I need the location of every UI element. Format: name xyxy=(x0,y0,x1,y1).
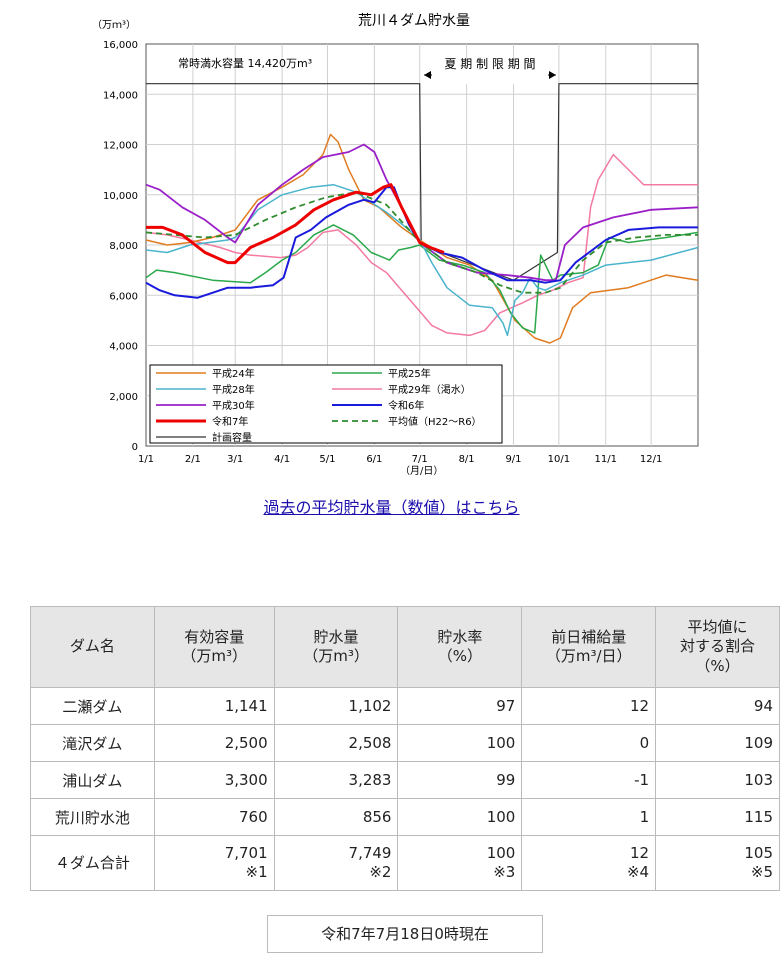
series-line-4 xyxy=(145,143,699,282)
table-total-row: ４ダム合計 7,701 ※1 7,749 ※2 100 ※3 12 ※4 105 ※5 xyxy=(30,835,780,891)
header-average-ratio: 平均値に 対する割合 （%） xyxy=(655,606,780,688)
x-tick-label: 2/1 xyxy=(185,454,201,465)
average-storage-link[interactable]: 過去の平均貯水量（数値）はこちら xyxy=(263,498,520,517)
legend-label: 平成25年 xyxy=(388,367,431,380)
x-tick-label: 3/1 xyxy=(227,454,243,465)
capacity-annotation: 常時満水容量 14,420万m³ xyxy=(178,56,312,70)
table-row: 二瀬ダム 1,141 1,102 97 12 94 xyxy=(30,687,780,725)
y-tick-label: 2,000 xyxy=(109,392,138,403)
x-axis-label: （月/日） xyxy=(400,465,443,477)
series-line-6 xyxy=(146,183,445,265)
dam-name: 荒川貯水池 xyxy=(30,798,155,836)
y-tick-label: 12,000 xyxy=(103,141,138,152)
dam-storage-table: ダム名 有効容量 （万m³） 貯水量 （万m³） 貯水率 （%） 前日補給量 （万m³/… xyxy=(30,606,780,891)
storage-rate: 100 xyxy=(397,724,523,762)
x-tick-label: 8/1 xyxy=(459,454,475,465)
supply: 12 xyxy=(521,687,657,725)
storage-rate: 99 xyxy=(397,761,523,799)
series-line-1 xyxy=(145,224,699,334)
series-line-3 xyxy=(145,153,698,337)
y-tick-label: 16,000 xyxy=(103,40,138,51)
legend-label: 平成30年 xyxy=(212,399,255,412)
supply: 0 xyxy=(521,724,657,762)
y-tick-label: 6,000 xyxy=(109,291,138,302)
total-storage-rate: 100 ※3 xyxy=(397,835,523,891)
effective-capacity: 1,141 xyxy=(153,687,275,725)
table-row: 荒川貯水池 760 856 100 1 115 xyxy=(30,798,780,836)
legend-label: 平均値（H22～R6） xyxy=(388,415,482,428)
supply: -1 xyxy=(521,761,657,799)
y-tick-label: 0 xyxy=(132,442,138,453)
legend-label: 平成24年 xyxy=(212,367,255,380)
legend-label: 平成29年（渇水） xyxy=(388,383,471,396)
header-supply: 前日補給量 （万m³/日） xyxy=(521,606,657,688)
series-lines xyxy=(145,83,699,344)
series-line-0 xyxy=(145,133,699,344)
average-ratio: 115 xyxy=(655,798,780,836)
storage-rate: 100 xyxy=(397,798,523,836)
header-effective-capacity: 有効容量 （万m³） xyxy=(153,606,275,688)
series-line-7 xyxy=(145,191,698,294)
table-header-row: ダム名 有効容量 （万m³） 貯水量 （万m³） 貯水率 （%） 前日補給量 （万m³/… xyxy=(30,606,780,688)
effective-capacity: 760 xyxy=(153,798,275,836)
header-storage: 貯水量 （万m³） xyxy=(273,606,399,688)
storage-rate: 97 xyxy=(397,687,523,725)
storage-chart: 0 2,000 4,000 6,000 8,000 10,000 12,000 14,000 1… xyxy=(92,13,699,477)
supply: 1 xyxy=(521,798,657,836)
x-tick-label: 1/1 xyxy=(138,454,154,465)
x-tick-labels: 1/1 2/1 3/1 4/1 5/1 6/1 7/1 8/1 9/1 10/1 11/1 12/1 xyxy=(138,454,662,465)
series-line-5 xyxy=(145,186,698,299)
x-tick-label: 10/1 xyxy=(548,454,570,465)
average-ratio: 94 xyxy=(655,687,780,725)
dam-name: 滝沢ダム xyxy=(30,724,155,762)
storage: 3,283 xyxy=(273,761,399,799)
x-tick-label: 5/1 xyxy=(319,454,335,465)
legend-label: 令和6年 xyxy=(388,399,424,412)
effective-capacity: 3,300 xyxy=(153,761,275,799)
header-storage-rate: 貯水率 （%） xyxy=(397,606,523,688)
summer-annotation: 夏 期 制 限 期 間 xyxy=(444,57,535,71)
total-average-ratio: 105 ※5 xyxy=(655,835,780,891)
gridlines xyxy=(146,44,698,446)
storage: 1,102 xyxy=(273,687,399,725)
total-storage: 7,749 ※2 xyxy=(273,835,399,891)
dam-name: 浦山ダム xyxy=(30,761,155,799)
x-tick-label: 9/1 xyxy=(505,454,521,465)
average-ratio: 103 xyxy=(655,761,780,799)
y-tick-label: 4,000 xyxy=(109,342,138,353)
effective-capacity: 2,500 xyxy=(153,724,275,762)
total-name: ４ダム合計 xyxy=(30,835,155,891)
x-tick-label: 7/1 xyxy=(412,454,428,465)
storage: 2,508 xyxy=(273,724,399,762)
legend-label: 計画容量 xyxy=(212,431,252,444)
y-tick-label: 10,000 xyxy=(103,191,138,202)
table-row: 滝沢ダム 2,500 2,508 100 0 109 xyxy=(30,724,780,762)
y-tick-label: 14,000 xyxy=(103,90,138,101)
chart-title: 荒川４ダム貯水量 xyxy=(358,13,470,29)
legend-label: 平成28年 xyxy=(212,383,255,396)
timestamp: 令和7年7月18日0時現在 xyxy=(267,915,543,953)
y-tick-labels: 0 2,000 4,000 6,000 8,000 10,000 12,000 14,000 1… xyxy=(103,40,138,453)
total-effective-capacity: 7,701 ※1 xyxy=(153,835,275,891)
x-tick-label: 4/1 xyxy=(274,454,290,465)
y-axis-label: （万ｍ³） xyxy=(92,19,136,31)
storage: 856 xyxy=(273,798,399,836)
total-supply: 12 ※4 xyxy=(521,835,657,891)
legend-label: 令和7年 xyxy=(212,415,248,428)
x-tick-label: 12/1 xyxy=(640,454,662,465)
series-line-2 xyxy=(145,183,699,337)
summer-period-marker: 夏 期 制 限 期 間 xyxy=(424,57,556,84)
x-tick-label: 6/1 xyxy=(366,454,382,465)
y-tick-label: 8,000 xyxy=(109,241,138,252)
header-dam-name: ダム名 xyxy=(30,606,155,688)
average-ratio: 109 xyxy=(655,724,780,762)
x-tick-label: 11/1 xyxy=(595,454,617,465)
table-row: 浦山ダム 3,300 3,283 99 -1 103 xyxy=(30,761,780,799)
dam-name: 二瀬ダム xyxy=(30,687,155,725)
